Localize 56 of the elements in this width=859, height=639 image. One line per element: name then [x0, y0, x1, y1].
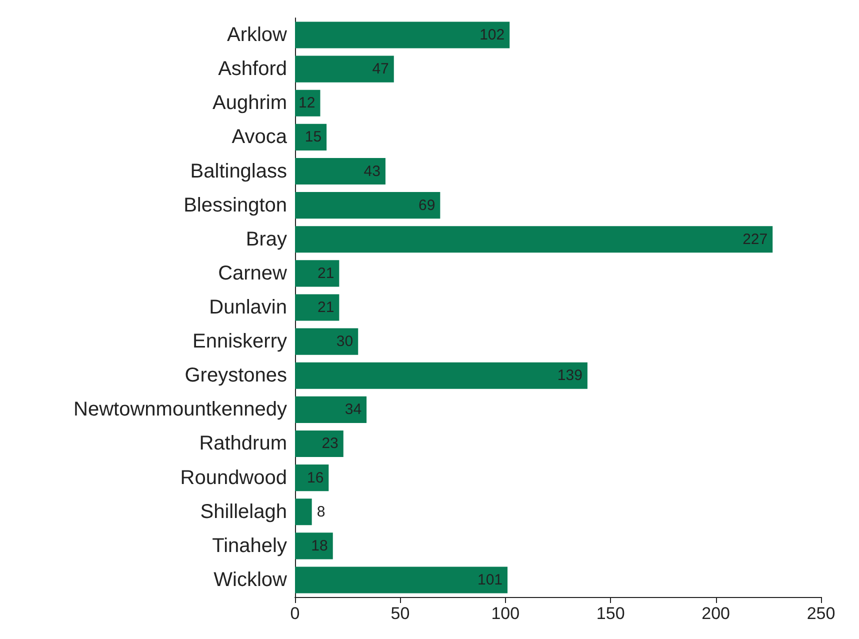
- x-tick-label: 150: [596, 604, 625, 623]
- y-tick-label: Greystones: [184, 364, 287, 387]
- y-tick-label: Newtownmountkennedy: [74, 398, 287, 421]
- y-tick-label: Avoca: [232, 126, 288, 148]
- bar: [295, 498, 312, 526]
- data-label: 227: [742, 230, 768, 248]
- y-tick-label: Bray: [246, 228, 287, 250]
- data-label: 18: [311, 537, 328, 554]
- data-label: 47: [372, 60, 389, 78]
- bar: [295, 294, 340, 321]
- data-label: 21: [317, 264, 334, 282]
- data-label: 12: [298, 94, 316, 112]
- bar: [295, 532, 333, 560]
- bar: [295, 158, 386, 185]
- x-tick-label: 250: [806, 604, 836, 623]
- bar: [295, 464, 329, 492]
- bar: [295, 260, 340, 287]
- data-label: 21: [317, 299, 334, 316]
- y-tick-label: Arklow: [226, 24, 288, 46]
- data-label: 102: [480, 26, 505, 44]
- bar: [295, 124, 327, 150]
- bar: [295, 396, 367, 423]
- bar: [295, 328, 358, 355]
- x-tick-label: 50: [390, 604, 410, 623]
- x-tick-label: 100: [491, 604, 520, 623]
- data-label: 101: [477, 571, 503, 588]
- data-label: 23: [322, 435, 338, 452]
- data-label: 16: [306, 469, 324, 486]
- data-label: 139: [557, 367, 582, 384]
- bar: [295, 56, 394, 82]
- bar: [295, 226, 773, 253]
- y-tick-label: Rathdrum: [199, 432, 287, 455]
- y-tick-label: Shillelagh: [200, 500, 287, 523]
- y-tick-label: Wicklow: [214, 568, 288, 591]
- data-label: 69: [418, 196, 436, 214]
- bar: [295, 566, 508, 594]
- y-tick-label: Dunlavin: [209, 296, 287, 318]
- y-tick-label: Baltinglass: [190, 160, 287, 182]
- x-tick-label: 0: [290, 604, 300, 623]
- y-tick-label: Enniskerry: [192, 330, 287, 353]
- data-label: 30: [336, 333, 354, 350]
- y-tick-label: Tinahely: [212, 534, 287, 557]
- data-label: 15: [304, 128, 322, 146]
- bar: [295, 22, 510, 48]
- bar: [295, 430, 344, 458]
- bar: [295, 192, 440, 219]
- y-tick-label: Carnew: [218, 262, 288, 284]
- y-tick-label: Roundwood: [180, 466, 287, 489]
- x-tick-label: 200: [702, 604, 730, 623]
- y-tick-label: Blessington: [184, 194, 287, 216]
- data-label: 34: [344, 401, 362, 418]
- y-tick-label: Ashford: [218, 58, 287, 80]
- data-label: 8: [316, 503, 326, 520]
- y-tick-label: Aughrim: [212, 92, 287, 114]
- bar: [295, 362, 588, 389]
- data-label: 43: [364, 162, 380, 180]
